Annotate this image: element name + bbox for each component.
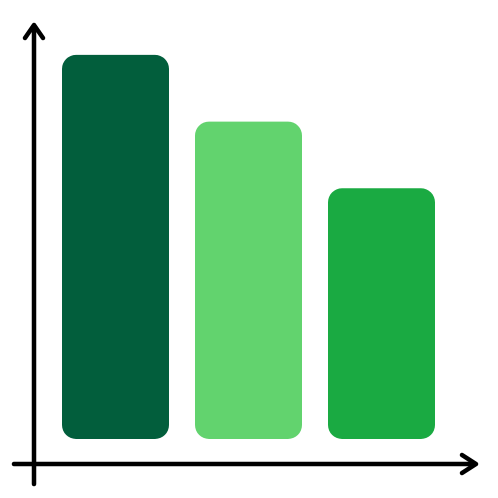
y-axis-arrowhead xyxy=(22,22,46,41)
bar-3 xyxy=(328,188,435,439)
bars-group xyxy=(62,54,435,440)
bar-2 xyxy=(195,121,302,439)
axes-group xyxy=(11,22,479,487)
x-axis-arrowhead xyxy=(459,452,479,476)
bar-1 xyxy=(62,54,169,440)
